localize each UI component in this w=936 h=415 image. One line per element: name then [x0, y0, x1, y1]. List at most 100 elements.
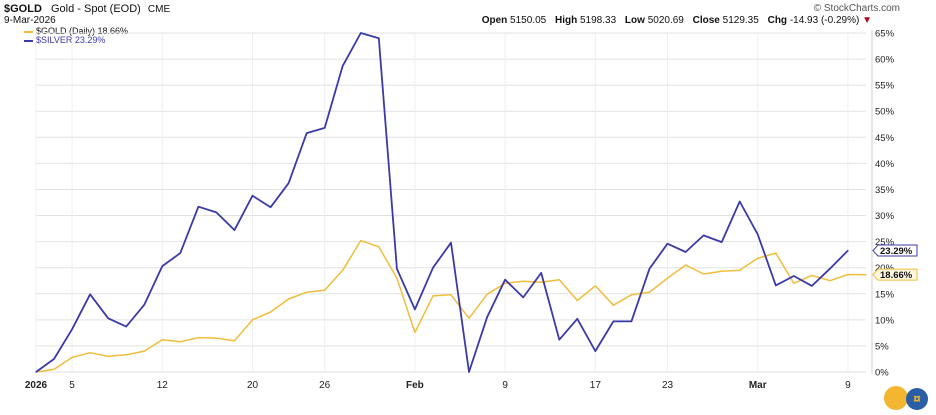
- y-tick-label: 50%: [875, 107, 895, 118]
- legend-swatch-silver: [24, 39, 33, 42]
- x-tick-label: Feb: [406, 380, 424, 391]
- data-point-0: [829, 280, 831, 282]
- end-value-label-1: 23.29%: [880, 246, 913, 257]
- data-point-0: [450, 294, 452, 296]
- data-point-1: [360, 32, 362, 34]
- y-tick-label: 40%: [875, 159, 895, 170]
- data-point-1: [107, 317, 109, 319]
- data-point-1: [342, 65, 344, 67]
- x-tick-label: 5: [69, 380, 75, 391]
- brand-link[interactable]: © StockCharts.com: [813, 3, 900, 14]
- data-point-0: [143, 350, 145, 352]
- data-point-0: [522, 280, 524, 282]
- y-tick-label: 10%: [875, 315, 895, 326]
- y-tick-label: 25%: [875, 237, 895, 248]
- exchange: CME: [147, 4, 171, 15]
- low-value: 5020.69: [647, 15, 684, 26]
- data-point-0: [486, 293, 488, 295]
- data-point-0: [89, 352, 91, 354]
- data-point-0: [775, 252, 777, 254]
- data-point-0: [576, 299, 578, 302]
- x-tick-label: 12: [157, 380, 169, 391]
- data-point-0: [396, 277, 398, 279]
- data-point-1: [847, 249, 849, 252]
- data-point-1: [703, 234, 705, 236]
- data-point-0: [251, 319, 254, 321]
- y-tick-label: 35%: [875, 185, 895, 196]
- data-point-1: [450, 242, 452, 244]
- high-value: 5198.33: [579, 15, 617, 26]
- data-point-0: [540, 281, 542, 283]
- symbol: $GOLD: [4, 3, 42, 15]
- data-point-0: [504, 282, 506, 284]
- data-point-1: [793, 275, 795, 277]
- y-tick-label: 30%: [875, 211, 895, 222]
- y-tick-label: 5%: [875, 341, 889, 352]
- data-point-0: [703, 273, 705, 275]
- data-point-1: [396, 268, 398, 270]
- data-point-0: [53, 368, 55, 370]
- end-value-tag-1: 23.29%: [872, 244, 918, 257]
- data-point-1: [432, 267, 434, 269]
- x-tick-label: 17: [590, 380, 602, 391]
- data-point-1: [739, 200, 741, 203]
- data-point-0: [215, 337, 218, 339]
- data-point-1: [125, 326, 127, 328]
- legend-item-silver: $SILVER 23.29%: [24, 36, 128, 45]
- data-point-0: [269, 311, 272, 313]
- y-tick-label: 55%: [875, 81, 895, 92]
- data-point-1: [468, 371, 470, 373]
- data-point-1: [684, 251, 687, 253]
- y-tick-label: 60%: [875, 55, 895, 66]
- data-point-0: [414, 331, 416, 333]
- chart-date: 9-Mar-2026: [4, 15, 56, 26]
- open-label: Open: [481, 15, 508, 26]
- y-tick-label: 0%: [875, 368, 889, 379]
- ohlc-readout: Open 5150.05 High 5198.33 Low 5020.69 Cl…: [476, 15, 872, 26]
- data-point-0: [558, 279, 560, 281]
- data-point-1: [540, 272, 542, 274]
- data-point-1: [757, 233, 759, 235]
- legend-label-gold: $GOLD (Daily) 18.66%: [36, 26, 129, 36]
- data-point-1: [251, 195, 254, 197]
- chg-value: -14.93 (-0.29%): [789, 15, 860, 26]
- x-tick-label: 9: [502, 380, 508, 391]
- data-point-0: [630, 294, 633, 296]
- legend-label-silver: $SILVER 23.29%: [36, 35, 106, 45]
- data-point-0: [865, 274, 867, 276]
- open-value: 5150.05: [510, 15, 547, 26]
- data-point-1: [576, 318, 578, 320]
- data-point-1: [197, 206, 199, 208]
- stockcharts-logo-icon: [884, 386, 908, 410]
- data-point-0: [811, 274, 813, 277]
- data-point-1: [324, 127, 326, 129]
- data-point-0: [71, 356, 73, 358]
- data-point-1: [233, 229, 236, 231]
- y-tick-label: 45%: [875, 133, 895, 144]
- data-point-0: [161, 339, 163, 341]
- data-point-0: [648, 291, 651, 293]
- data-point-1: [811, 285, 813, 287]
- data-point-1: [288, 182, 290, 184]
- data-point-0: [378, 246, 380, 248]
- x-tick-label: Mar: [749, 380, 767, 391]
- data-point-1: [89, 293, 91, 295]
- end-value-label-0: 18.66%: [880, 270, 913, 281]
- data-point-1: [378, 37, 380, 39]
- data-point-0: [324, 289, 326, 291]
- data-point-0: [233, 340, 236, 342]
- data-point-1: [269, 206, 272, 208]
- data-point-1: [522, 296, 524, 299]
- x-tick-label: 26: [319, 380, 331, 391]
- data-point-0: [125, 354, 127, 356]
- data-point-0: [468, 317, 470, 319]
- data-point-1: [161, 265, 163, 267]
- data-point-1: [35, 371, 37, 373]
- data-point-1: [71, 328, 73, 330]
- chart-tool-icon[interactable]: ¤: [906, 388, 928, 410]
- data-point-0: [666, 277, 669, 279]
- x-tick-label: 2026: [25, 380, 48, 391]
- y-tick-label: 65%: [875, 29, 895, 40]
- data-point-0: [757, 257, 759, 259]
